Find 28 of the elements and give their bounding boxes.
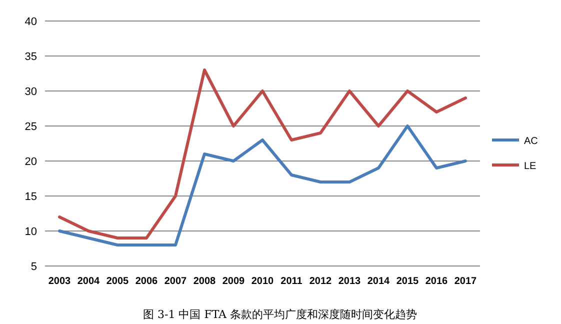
x-tick-label: 2009 bbox=[222, 276, 246, 287]
x-tick-label: 2010 bbox=[251, 276, 274, 287]
legend-label: LE bbox=[524, 161, 537, 172]
y-tick-label: 5 bbox=[30, 261, 37, 273]
x-tick-label: 2007 bbox=[164, 276, 188, 287]
x-tick-label: 2014 bbox=[367, 276, 390, 287]
y-tick-label: 10 bbox=[24, 226, 37, 238]
y-tick-label: 35 bbox=[24, 51, 37, 63]
x-tick-label: 2004 bbox=[77, 276, 100, 287]
y-tick-label: 30 bbox=[24, 86, 37, 98]
line-series bbox=[58, 124, 467, 246]
x-tick-label: 2003 bbox=[48, 276, 72, 287]
x-tick-label: 2017 bbox=[454, 276, 478, 287]
x-tick-label: 2012 bbox=[309, 276, 332, 287]
x-tick-label: 2013 bbox=[338, 276, 362, 287]
x-tick-label: 2008 bbox=[193, 276, 216, 287]
y-tick-label: 40 bbox=[24, 16, 37, 28]
y-tick-label: 20 bbox=[24, 156, 37, 168]
y-tick-label: 25 bbox=[24, 121, 37, 133]
x-tick-label: 2015 bbox=[396, 276, 420, 287]
line-series bbox=[58, 68, 467, 240]
caption: 图 3-1 中国 FTA 条款的平均广度和深度随时间变化趋势 bbox=[142, 308, 418, 321]
legend-label: AC bbox=[524, 136, 538, 147]
x-tick-label: 2016 bbox=[425, 276, 448, 287]
x-tick-label: 2011 bbox=[280, 276, 303, 287]
y-tick-label: 15 bbox=[24, 191, 37, 203]
x-tick-label: 2005 bbox=[106, 276, 130, 287]
x-tick-label: 2006 bbox=[135, 276, 158, 287]
